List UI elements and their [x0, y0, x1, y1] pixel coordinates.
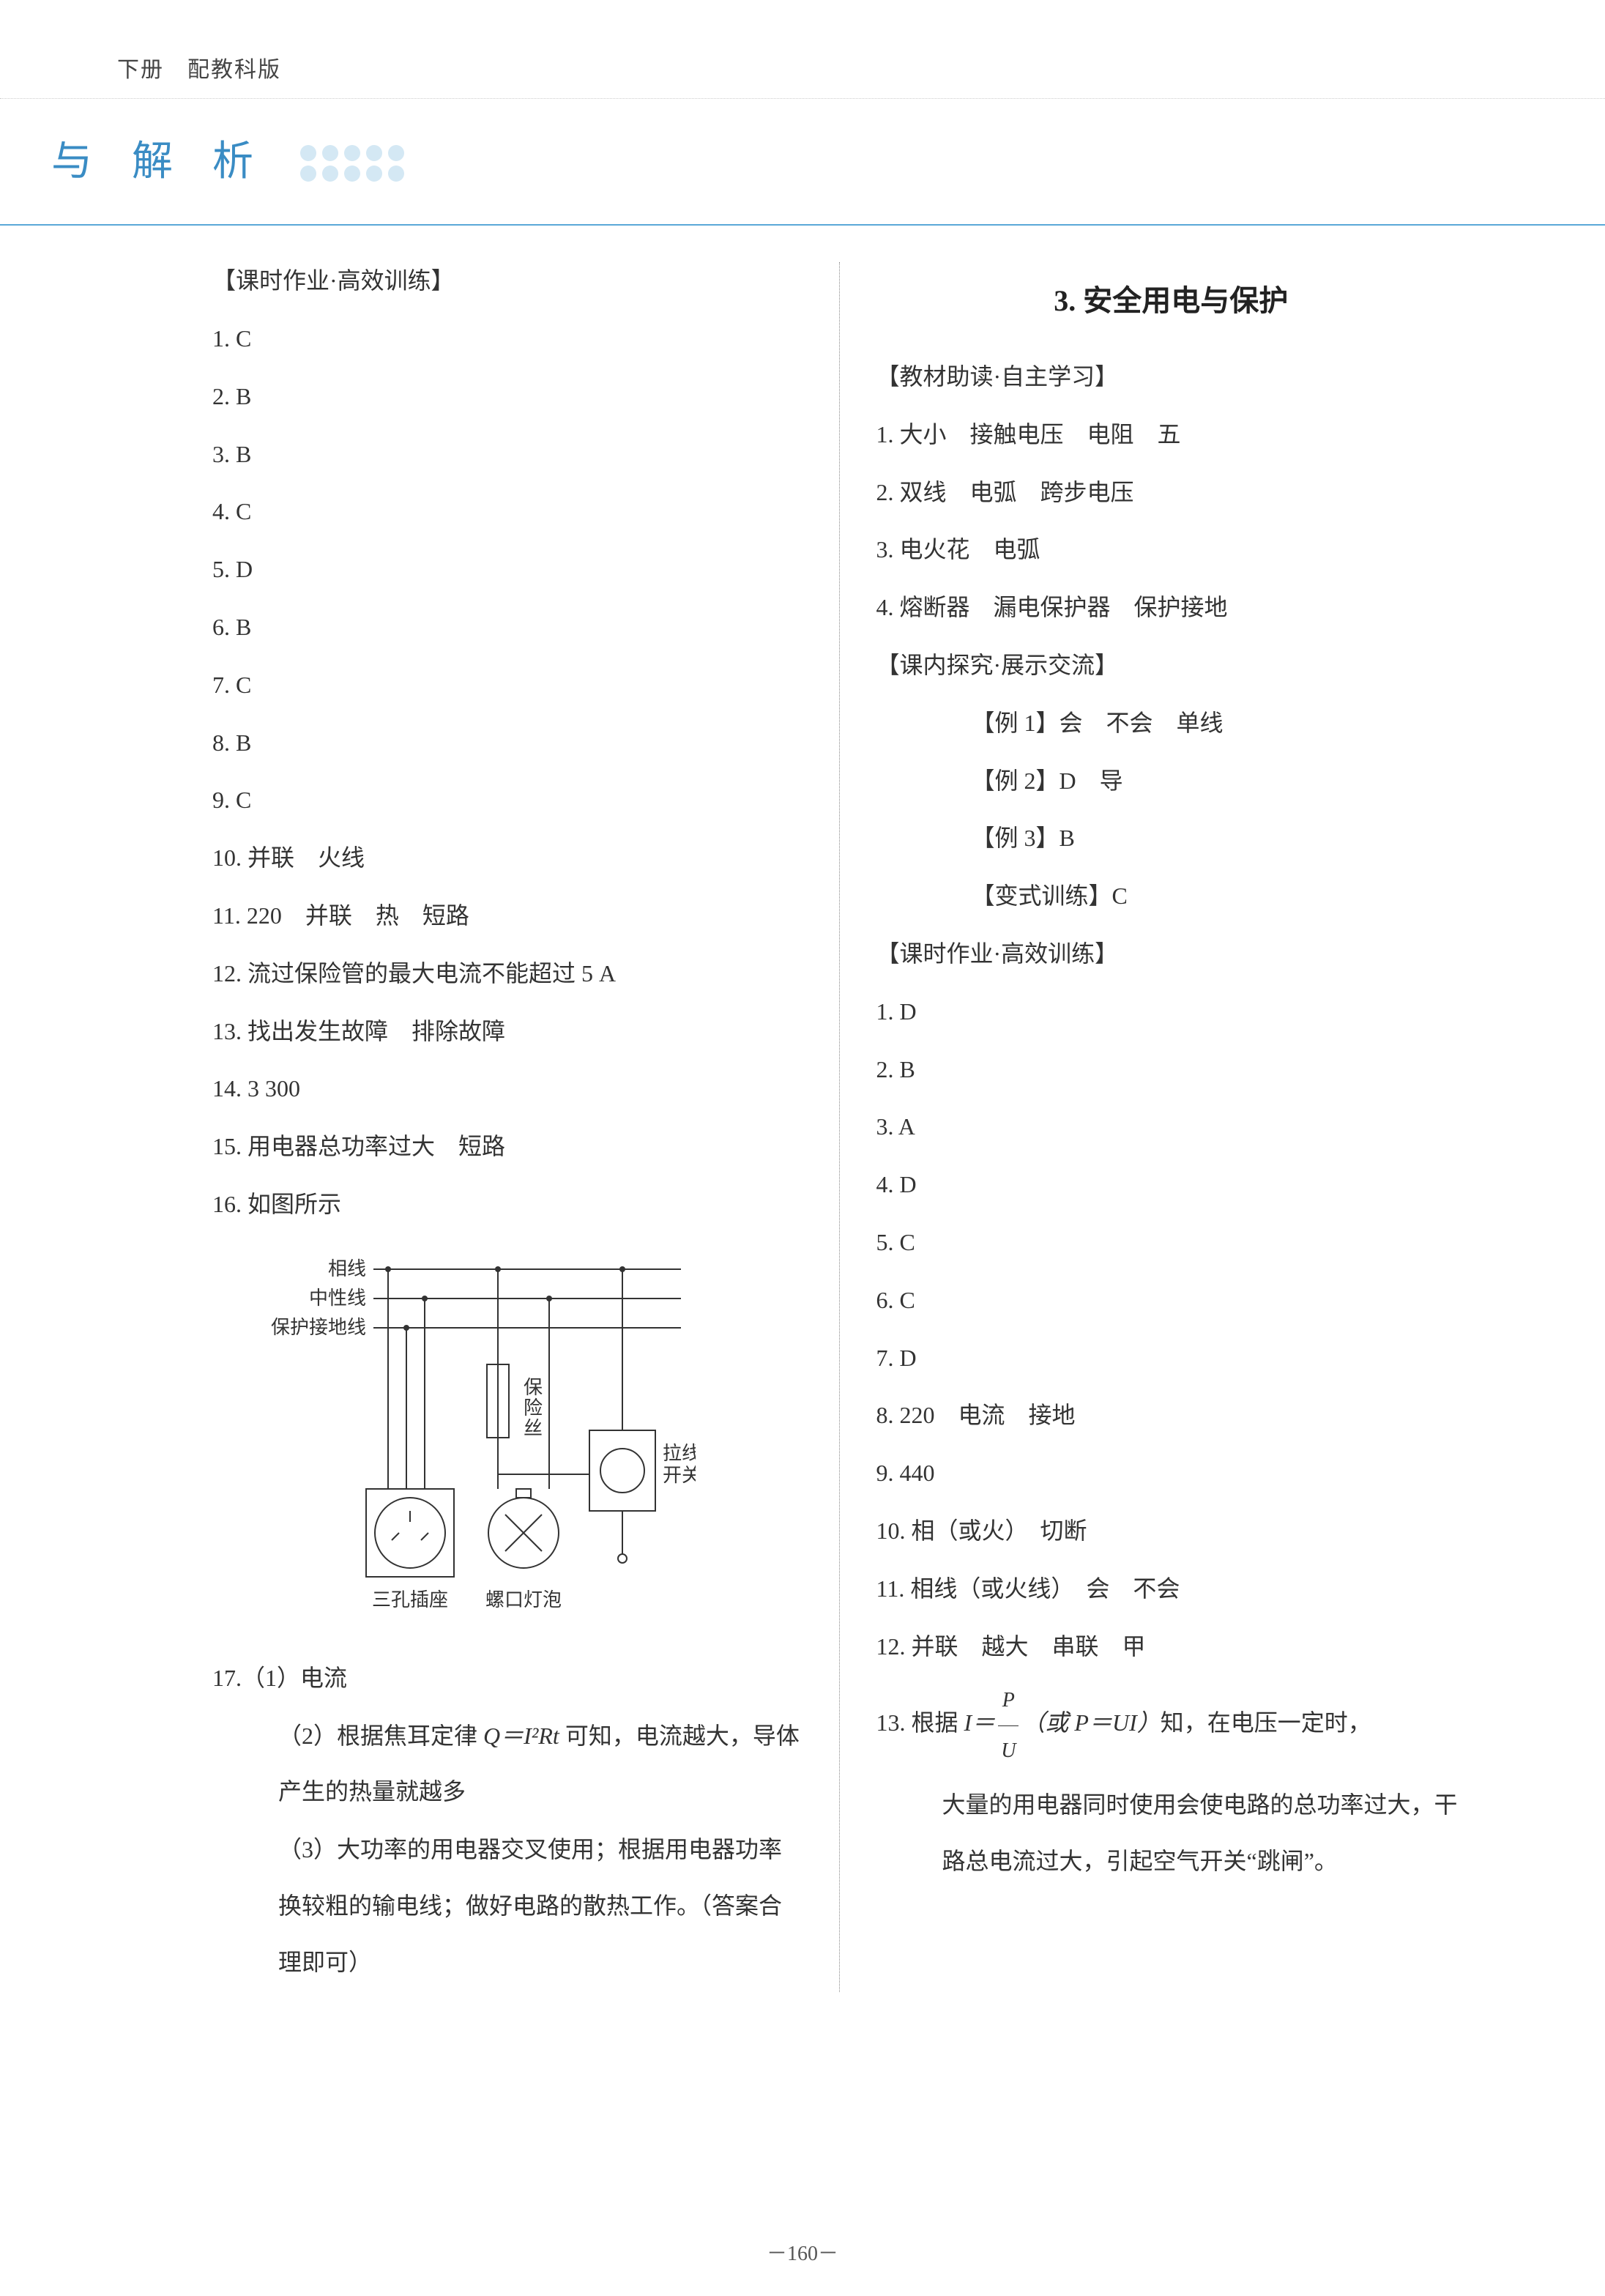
- content-columns: 【课时作业·高效训练】 1. C 2. B 3. B 4. C 5. D 6. …: [0, 262, 1605, 2065]
- chapter-title: 3. 安全用电与保护: [876, 277, 1467, 319]
- q13-formula-lhs: I＝: [964, 1709, 996, 1736]
- answer-item: 10. 相（或火） 切断: [876, 1503, 1467, 1559]
- frac-den: U: [998, 1726, 1019, 1775]
- answer-item: 12. 流过保险管的最大电流不能超过 5 A: [212, 945, 802, 1002]
- q13-mid: 知，在电压一定时，: [1161, 1709, 1371, 1736]
- page-number: －160－: [767, 2237, 838, 2267]
- ground-line-label: 保护接地线: [271, 1317, 366, 1338]
- answer-item: 5. D: [212, 541, 802, 598]
- q13-formula-alt: （或 P＝UI）: [1021, 1709, 1160, 1736]
- main-title-wrapper: 与 解 析: [0, 99, 1605, 209]
- answer-item: 7. C: [212, 657, 802, 713]
- q13-suffix: 大量的用电器同时使用会使电路的总功率过大，干路总电流过大，引起空气开关“跳闸”。: [876, 1777, 1467, 1890]
- q13-prefix: 13. 根据: [876, 1709, 964, 1736]
- neutral-line-label: 中性线: [309, 1288, 366, 1309]
- example-item: 【例 2】D 导: [876, 753, 1467, 809]
- q17-part2-prefix: （2）根据焦耳定律: [278, 1723, 483, 1749]
- answer-item: 2. B: [876, 1041, 1467, 1098]
- divider-line: [0, 224, 1605, 226]
- page-header: 下册 配教科版: [0, 0, 1605, 99]
- answer-item: 6. B: [212, 599, 802, 655]
- left-column: 【课时作业·高效训练】 1. C 2. B 3. B 4. C 5. D 6. …: [117, 262, 840, 1992]
- title-dots-icon: [300, 145, 404, 186]
- answer-item: 4. D: [876, 1156, 1467, 1213]
- left-section1-title: 【课时作业·高效训练】: [212, 262, 802, 296]
- answer-item: 4. C: [212, 483, 802, 540]
- answer-item: 8. 220 电流 接地: [876, 1387, 1467, 1444]
- answer-item: 1. 大小 接触电压 电阻 五: [876, 406, 1467, 463]
- fuse-label-1: 保: [524, 1377, 543, 1398]
- answer-item: 9. C: [212, 772, 802, 828]
- fuse-label-2: 险: [524, 1397, 543, 1419]
- example-item: 【变式训练】C: [876, 868, 1467, 924]
- frac-num: P: [998, 1676, 1019, 1725]
- right-section3-title: 【课时作业·高效训练】: [876, 926, 1467, 982]
- answer-item: 10. 并联 火线: [212, 830, 802, 886]
- answer-item: 15. 用电器总功率过大 短路: [212, 1118, 802, 1175]
- right-section2-title: 【课内探究·展示交流】: [876, 637, 1467, 694]
- fuse-label-3: 丝: [524, 1418, 543, 1439]
- q17-formula: Q＝I²Rt: [483, 1723, 559, 1749]
- answer-item: 3. 电火花 电弧: [876, 521, 1467, 578]
- fraction-icon: PU: [998, 1676, 1019, 1775]
- answer-item: 4. 熔断器 漏电保护器 保护接地: [876, 579, 1467, 636]
- answer-item: 11. 相线（或火线） 会 不会: [876, 1561, 1467, 1617]
- answer-item: 1. C: [212, 311, 802, 367]
- answer-item: 13. 找出发生故障 排除故障: [212, 1003, 802, 1060]
- answer-item: 11. 220 并联 热 短路: [212, 888, 802, 944]
- answer-item: 2. B: [212, 368, 802, 425]
- answer-item: 7. D: [876, 1330, 1467, 1386]
- switch-label-1: 拉线: [663, 1443, 696, 1464]
- header-text: 下册 配教科版: [117, 58, 281, 82]
- q17-part2: （2）根据焦耳定律 Q＝I²Rt 可知，电流越大，导体产生的热量就越多: [212, 1708, 802, 1821]
- answer-item: 3. B: [212, 426, 802, 483]
- q17-part1: 17.（1）电流: [212, 1650, 802, 1706]
- main-title: 与 解 析: [51, 139, 268, 185]
- answer-item: 12. 并联 越大 串联 甲: [876, 1619, 1467, 1675]
- bulb-label: 螺口灯泡: [485, 1589, 562, 1610]
- answer-item: 16. 如图所示: [212, 1176, 802, 1233]
- socket-label: 三孔插座: [372, 1589, 448, 1610]
- phase-line-label: 相线: [328, 1258, 366, 1279]
- q13-line1: 13. 根据 I＝PU（或 P＝UI）知，在电压一定时，: [876, 1676, 1467, 1775]
- answer-item: 9. 440: [876, 1445, 1467, 1501]
- q17-part3: （3）大功率的用电器交叉使用；根据用电器功率换较粗的输电线；做好电路的散热工作。…: [212, 1821, 802, 1990]
- answer-item: 8. B: [212, 715, 802, 771]
- answer-item: 14. 3 300: [212, 1060, 802, 1117]
- switch-label-2: 开关: [663, 1465, 696, 1486]
- circuit-diagram: 相线 中性线 保护接地线 三孔插座: [242, 1247, 696, 1628]
- example-item: 【例 3】B: [876, 810, 1467, 866]
- example-item: 【例 1】会 不会 单线: [876, 695, 1467, 751]
- right-section1-title: 【教材助读·自主学习】: [876, 349, 1467, 405]
- answer-item: 5. C: [876, 1214, 1467, 1271]
- answer-item: 3. A: [876, 1099, 1467, 1155]
- answer-item: 1. D: [876, 984, 1467, 1040]
- answer-item: 2. 双线 电弧 跨步电压: [876, 464, 1467, 521]
- answer-item: 6. C: [876, 1272, 1467, 1329]
- right-column: 3. 安全用电与保护 【教材助读·自主学习】 1. 大小 接触电压 电阻 五 2…: [840, 262, 1489, 1992]
